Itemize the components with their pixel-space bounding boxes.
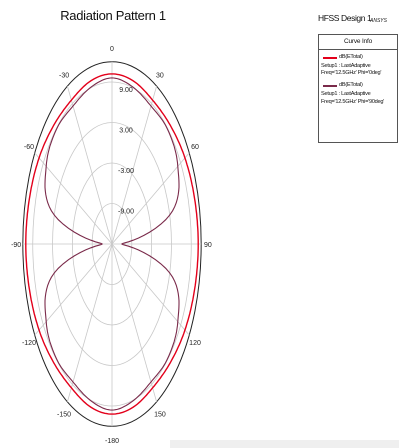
design-name: HFSS Design 1 [318,13,372,23]
grid-spoke [111,243,190,336]
grid-spoke [111,86,157,245]
angle-tick-label: -180 [105,438,119,445]
ansys-logo: ANSYS [370,18,387,24]
angle-tick-label: -120 [22,340,36,347]
polar-grid [22,61,202,427]
angle-tick-label: 30 [156,72,164,79]
legend-entry-2: dB(ETotal) Setup1 : LastAdaptive Freq='1… [319,78,397,106]
legend-entry-2-params: Freq='12.5GHz' Phi='90deg' [321,98,385,105]
legend-entry-1-params: Freq='12.5GHz' Phi='0deg' [321,70,382,77]
series-line-1 [25,73,199,415]
grid-spoke [67,243,113,402]
legend-entry-2-setup: Setup1 : LastAdaptive [321,90,371,97]
grid-spoke [34,152,113,245]
grid-spoke [67,86,113,245]
grid-spoke [34,243,113,336]
radial-tick-label: -9.00 [118,208,134,215]
legend-title: Curve Info [319,35,397,50]
legend-entry-2-name: dB(ETotal) [339,82,363,89]
grid-spoke [111,152,190,245]
legend-line-2 [323,84,337,87]
series-line-2 [44,77,180,411]
status-strip [170,440,399,448]
angle-tick-label: 60 [191,144,199,151]
radial-tick-label: 9.00 [119,87,133,94]
angle-tick-label: -90 [11,242,21,249]
chart-title: Radiation Pattern 1 [60,8,166,23]
radial-tick-label: -3.00 [118,168,134,175]
legend-line-1 [323,56,337,59]
angle-tick-label: 90 [204,242,212,249]
curves [25,73,199,415]
radial-tick-label: 3.00 [119,127,133,134]
legend-entry-1-name: dB(ETotal) [339,54,363,60]
legend-box: Curve Info dB(ETotal) Setup1 : LastAdapt… [318,34,398,143]
angle-tick-label: -150 [57,412,71,419]
angle-tick-label: -60 [24,144,34,151]
legend-entry-1: dB(ETotal) Setup1 : LastAdaptive Freq='1… [319,50,397,78]
legend-entry-1-setup: Setup1 : LastAdaptive [321,62,371,69]
angle-tick-label: 120 [189,340,201,347]
angle-tick-label: 0 [110,46,114,53]
angle-tick-label: -30 [59,72,69,79]
angle-tick-label: 150 [154,412,166,419]
tick-labels: 9.00 3.00 -3.00 -9.00 0 30 60 90 120 150 -180 -150 -… [11,46,212,445]
grid-spoke [111,243,157,402]
